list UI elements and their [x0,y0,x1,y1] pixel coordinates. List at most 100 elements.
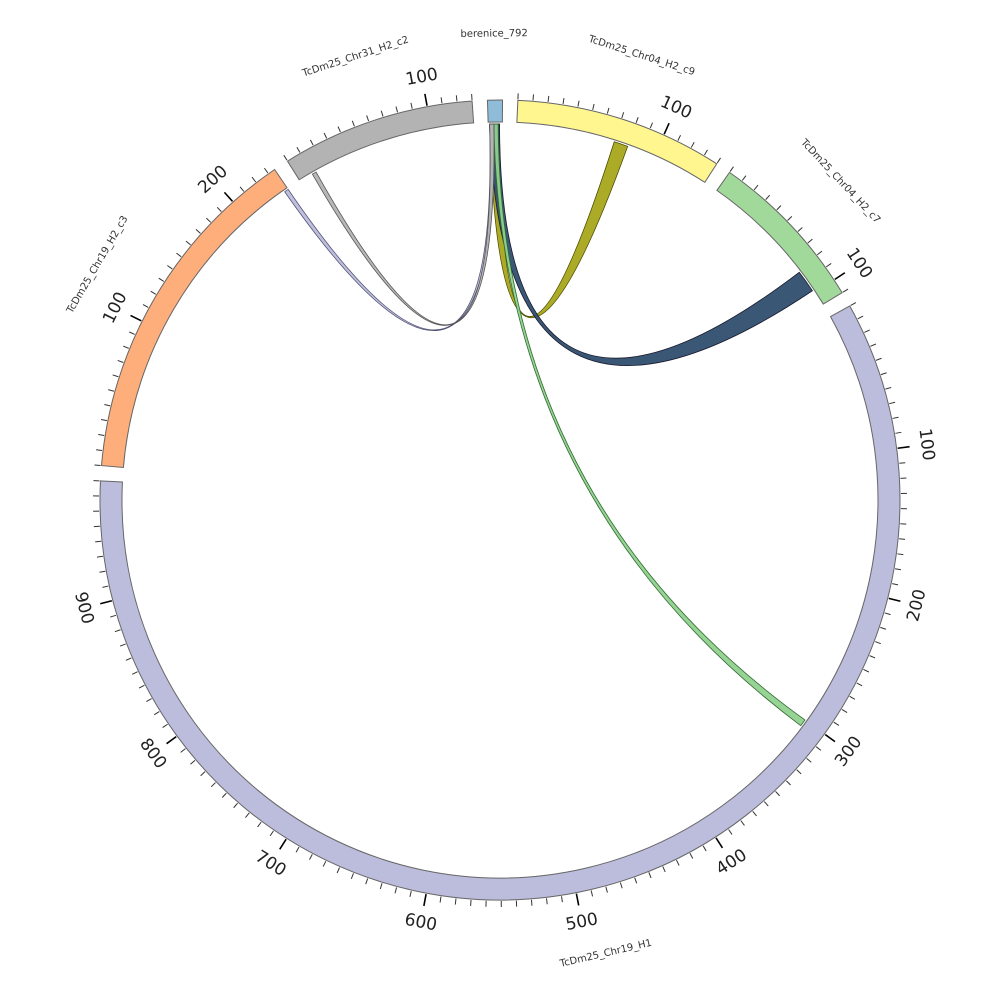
major-tick-TcDm25_Chr19_H1-400 [715,837,724,849]
minor-tick-TcDm25_Chr19_H1-910 [102,585,109,588]
minor-tick-TcDm25_Chr31_H2_c2-120 [455,95,458,102]
minor-tick-TcDm25_Chr19_H2_c3-50 [108,389,115,392]
tick-label-TcDm25_Chr04_H2_c9-100: 100 [657,92,695,124]
minor-tick-TcDm25_Chr19_H1-230 [874,641,881,645]
minor-tick-TcDm25_Chr19_H1-70 [889,401,896,405]
segment-TcDm25_Chr31_H2_c2 [286,100,475,181]
segment-label-berenice_792: berenice_792 [460,28,528,40]
minor-tick-TcDm25_Chr19_H2_c3-60 [112,374,119,378]
major-tick-TcDm25_Chr19_H1-700 [279,838,287,850]
minor-tick-TcDm25_Chr19_H2_c3-40 [104,403,111,407]
minor-tick-TcDm25_Chr19_H1-860 [125,657,132,661]
minor-tick-TcDm25_Chr19_H1-410 [702,845,707,852]
minor-tick-TcDm25_Chr19_H1-330 [796,769,802,775]
minor-tick-TcDm25_Chr19_H1-80 [892,416,899,419]
minor-tick-TcDm25_Chr19_H1-60 [885,386,892,390]
minor-tick-TcDm25_Chr31_H2_c2-0 [283,154,288,161]
minor-tick-TcDm25_Chr19_H1-280 [841,708,848,713]
minor-tick-TcDm25_Chr19_H1-480 [605,886,608,893]
minor-tick-TcDm25_Chr31_H2_c2-40 [337,126,341,133]
minor-tick-TcDm25_Chr04_H2_c7-10 [741,175,747,181]
major-tick-TcDm25_Chr19_H1-500 [575,893,580,906]
minor-tick-TcDm25_Chr04_H2_c7-30 [765,194,771,200]
minor-tick-TcDm25_Chr19_H1-40 [875,357,882,361]
minor-tick-TcDm25_Chr04_H2_c7-50 [787,215,793,221]
minor-tick-TcDm25_Chr19_H1-370 [752,810,757,817]
major-tick-TcDm25_Chr19_H1-100 [897,445,910,450]
minor-tick-TcDm25_Chr19_H2_c3-190 [216,206,222,212]
minor-tick-TcDm25_Chr19_H2_c3-160 [185,240,191,246]
major-tick-TcDm25_Chr19_H2_c3-200 [223,191,234,202]
major-tick-TcDm25_Chr19_H1-800 [166,735,177,745]
minor-tick-TcDm25_Chr19_H1-270 [849,695,856,700]
minor-tick-TcDm25_Chr04_H2_c7-80 [816,250,823,256]
minor-tick-TcDm25_Chr19_H1-780 [190,759,196,765]
minor-tick-TcDm25_Chr19_H1-930 [96,555,104,558]
minor-tick-TcDm25_Chr19_H1-590 [439,896,442,903]
minor-tick-TcDm25_Chr19_H1-450 [648,872,652,879]
labels-layer: berenice_792100TcDm25_Chr04_H2_c9100TcDm… [64,28,938,970]
major-tick-TcDm25_Chr04_H2_c9-100 [663,122,670,135]
major-tick-TcDm25_Chr19_H1-200 [888,597,901,603]
minor-tick-TcDm25_Chr19_H1-310 [815,746,822,751]
minor-tick-TcDm25_Chr19_H1-850 [131,671,138,675]
minor-tick-TcDm25_Chr04_H2_c9-40 [577,100,580,107]
minor-tick-TcDm25_Chr19_H1-880 [114,629,121,633]
minor-tick-TcDm25_Chr19_H1-920 [99,570,106,573]
minor-tick-TcDm25_Chr31_H2_c2-60 [366,115,370,122]
minor-tick-TcDm25_Chr19_H1-840 [138,684,145,689]
major-tick-TcDm25_Chr19_H1-900 [100,599,113,605]
minor-tick-TcDm25_Chr19_H1-420 [689,852,694,859]
minor-tick-TcDm25_Chr19_H2_c3-70 [117,359,124,363]
minor-tick-TcDm25_Chr04_H2_c9-120 [690,142,695,148]
minor-tick-TcDm25_Chr31_H2_c2-110 [440,97,443,104]
tick-label-TcDm25_Chr19_H1-800: 800 [135,735,170,773]
minor-tick-TcDm25_Chr04_H2_c7-110 [842,288,849,293]
tick-label-TcDm25_Chr19_H1-600: 600 [403,910,439,936]
minor-tick-TcDm25_Chr19_H1-360 [763,801,769,807]
minor-tick-TcDm25_Chr19_H1-690 [295,846,300,853]
minor-tick-TcDm25_Chr19_H2_c3-10 [96,449,103,451]
segment-TcDm25_Chr19_H2_c3 [100,168,288,469]
minor-tick-TcDm25_Chr31_H2_c2-80 [395,106,399,113]
minor-tick-TcDm25_Chr19_H1-290 [833,721,840,726]
minor-tick-TcDm25_Chr04_H2_c7-60 [797,227,803,232]
tick-label-TcDm25_Chr19_H1-400: 400 [713,845,751,879]
segment-label-TcDm25_Chr31_H2_c2: TcDm25_Chr31_H2_c2 [300,35,410,80]
minor-tick-TcDm25_Chr19_H1-750 [221,792,227,798]
minor-tick-TcDm25_Chr19_H1-380 [740,820,745,826]
tick-label-TcDm25_Chr19_H1-500: 500 [564,909,600,935]
minor-tick-TcDm25_Chr04_H2_c9-70 [621,112,625,119]
link-berenice_792-to-TcDm25_Chr31_H2_c2 [311,123,495,326]
minor-tick-TcDm25_Chr19_H1-620 [394,887,398,894]
minor-tick-TcDm25_Chr31_H2_c2-20 [309,139,314,146]
tick-label-TcDm25_Chr19_H1-200: 200 [903,587,930,623]
minor-tick-TcDm25_Chr19_H1-20 [864,329,870,333]
tick-label-TcDm25_Chr19_H1-900: 900 [70,590,98,626]
minor-tick-TcDm25_Chr19_H2_c3-0 [94,464,101,467]
minor-tick-TcDm25_Chr19_H2_c3-210 [239,186,245,192]
minor-tick-TcDm25_Chr19_H1-260 [856,682,863,687]
major-tick-TcDm25_Chr19_H1-300 [824,733,836,743]
segment-label-TcDm25_Chr04_H2_c7: TcDm25_Chr04_H2_c7 [798,137,883,226]
minor-tick-TcDm25_Chr19_H1-210 [884,612,891,616]
minor-tick-TcDm25_Chr19_H1-430 [676,859,680,866]
minor-tick-TcDm25_Chr31_H2_c2-90 [410,102,413,109]
minor-tick-TcDm25_Chr19_H1-710 [269,830,274,837]
minor-tick-TcDm25_Chr04_H2_c9-140 [716,157,721,164]
minor-tick-TcDm25_Chr04_H2_c9-50 [592,103,595,110]
minor-tick-TcDm25_Chr19_H1-650 [350,873,354,880]
minor-tick-TcDm25_Chr19_H1-670 [322,860,327,867]
minor-tick-TcDm25_Chr04_H2_c7-70 [807,238,813,244]
minor-tick-TcDm25_Chr19_H2_c3-140 [167,265,173,270]
link-berenice_792-to-TcDm25_Chr19_H1 [493,123,806,727]
minor-tick-TcDm25_Chr19_H1-790 [180,748,186,753]
tick-label-TcDm25_Chr19_H1-700: 700 [252,847,290,881]
minor-tick-TcDm25_Chr19_H1-580 [454,898,457,905]
links-layer [284,123,813,727]
minor-tick-TcDm25_Chr19_H1-640 [365,878,369,885]
minor-tick-TcDm25_Chr31_H2_c2-10 [296,147,301,153]
minor-tick-TcDm25_Chr19_H1-740 [233,802,238,809]
minor-tick-TcDm25_Chr19_H1-830 [146,698,152,702]
